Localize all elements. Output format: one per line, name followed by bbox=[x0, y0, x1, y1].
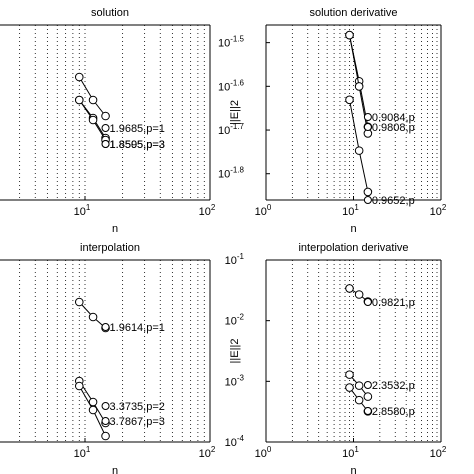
data-point bbox=[345, 95, 354, 105]
data-point bbox=[88, 405, 98, 415]
y-tick-label: 10-1.6 bbox=[218, 78, 245, 93]
annotation-marker bbox=[101, 417, 110, 425]
x-tick-label: 100 bbox=[255, 203, 272, 218]
annotation-marker bbox=[363, 298, 372, 306]
data-point bbox=[345, 284, 354, 293]
y-tick-label: 10-1 bbox=[225, 252, 245, 267]
annotation-label: 3.3735,p=2 bbox=[110, 401, 165, 413]
chart-title: solution derivative bbox=[309, 7, 397, 19]
annotation-label: 1.9685,p=1 bbox=[110, 123, 165, 135]
x-axis-label: n bbox=[112, 465, 118, 474]
annotation-label: 1.8505,p=3 bbox=[110, 139, 165, 151]
panel-4: interpolation derivative n ||E||2 100 101 102… bbox=[225, 242, 447, 474]
annotation-marker bbox=[101, 124, 110, 132]
panel-1: solution n 101 102 1.9685,p=1 1.8595,p=31.850… bbox=[0, 7, 216, 235]
x-tick-label: 102 bbox=[430, 445, 447, 460]
x-tick-label: 102 bbox=[430, 203, 447, 218]
annotation-marker bbox=[363, 123, 372, 131]
x-axis-label: n bbox=[350, 465, 356, 474]
annotation-label: 1.9614,p=1 bbox=[110, 322, 165, 334]
data-point bbox=[363, 392, 373, 401]
annotation-marker bbox=[101, 323, 110, 331]
annotation-marker bbox=[363, 113, 372, 121]
y-axis-label: ||E||2 bbox=[229, 100, 241, 125]
data-point bbox=[88, 115, 98, 125]
x-tick-label: 100 bbox=[255, 445, 272, 460]
y-tick-label: 10-1.7 bbox=[218, 122, 245, 137]
y-axis-label: ||E||2 bbox=[229, 339, 241, 364]
y-tick-label: 10-2 bbox=[225, 313, 245, 328]
annotation-label: 0.9821,p bbox=[372, 297, 415, 309]
annotation-label: 2.8580,p bbox=[372, 406, 415, 418]
data-point bbox=[354, 381, 364, 390]
annotation-label: 0.9084,p bbox=[372, 112, 415, 124]
data-point bbox=[363, 187, 373, 197]
annotation-marker bbox=[363, 407, 372, 415]
data-point bbox=[101, 431, 110, 441]
annotation-label: 1.8595,p=3 bbox=[110, 139, 165, 151]
x-tick-label: 101 bbox=[342, 445, 359, 460]
chart-title: interpolation bbox=[80, 242, 140, 254]
annotation-label: 0.9808,p bbox=[372, 122, 415, 134]
annotation-marker bbox=[363, 381, 372, 389]
annotation-label: 2.3532,p bbox=[372, 380, 415, 392]
chart-title: interpolation derivative bbox=[298, 242, 408, 254]
data-point bbox=[345, 370, 354, 379]
annotation-label: 3.7867,p=3 bbox=[110, 416, 165, 428]
x-tick-label: 101 bbox=[74, 203, 91, 218]
annotation-label: 0.9652,p bbox=[372, 195, 415, 207]
annotation-marker bbox=[101, 402, 110, 410]
x-tick-label: 101 bbox=[74, 445, 91, 460]
annotation-marker bbox=[363, 196, 372, 204]
data-point bbox=[354, 395, 364, 405]
x-axis-label: n bbox=[112, 223, 118, 235]
data-point bbox=[354, 290, 364, 299]
panel-2: solution derivative n ||E||2 100 101 102 10-1.… bbox=[218, 7, 447, 235]
data-point bbox=[101, 111, 110, 121]
data-point bbox=[345, 30, 354, 40]
data-point bbox=[74, 381, 84, 391]
data-point bbox=[74, 297, 84, 307]
data-point bbox=[354, 146, 364, 155]
chart-title: solution bbox=[91, 7, 129, 19]
x-axis-label: n bbox=[350, 223, 356, 235]
y-tick-label: 10-3 bbox=[225, 373, 245, 388]
data-point bbox=[88, 312, 98, 322]
y-tick-label: 10-1.8 bbox=[218, 166, 245, 181]
data-point bbox=[88, 95, 98, 105]
x-tick-label: 102 bbox=[199, 445, 216, 460]
data-point bbox=[354, 82, 364, 91]
x-tick-label: 101 bbox=[342, 203, 359, 218]
data-point bbox=[74, 95, 84, 105]
data-point bbox=[345, 383, 354, 392]
data-point bbox=[74, 72, 84, 82]
annotation-marker bbox=[101, 140, 110, 148]
panel-3: interpolation n 101 102 1.9614,p=1 3.3735,p=2… bbox=[0, 242, 216, 474]
y-tick-label: 10-1.5 bbox=[218, 35, 245, 50]
x-tick-label: 102 bbox=[199, 203, 216, 218]
y-tick-label: 10-4 bbox=[225, 434, 245, 449]
